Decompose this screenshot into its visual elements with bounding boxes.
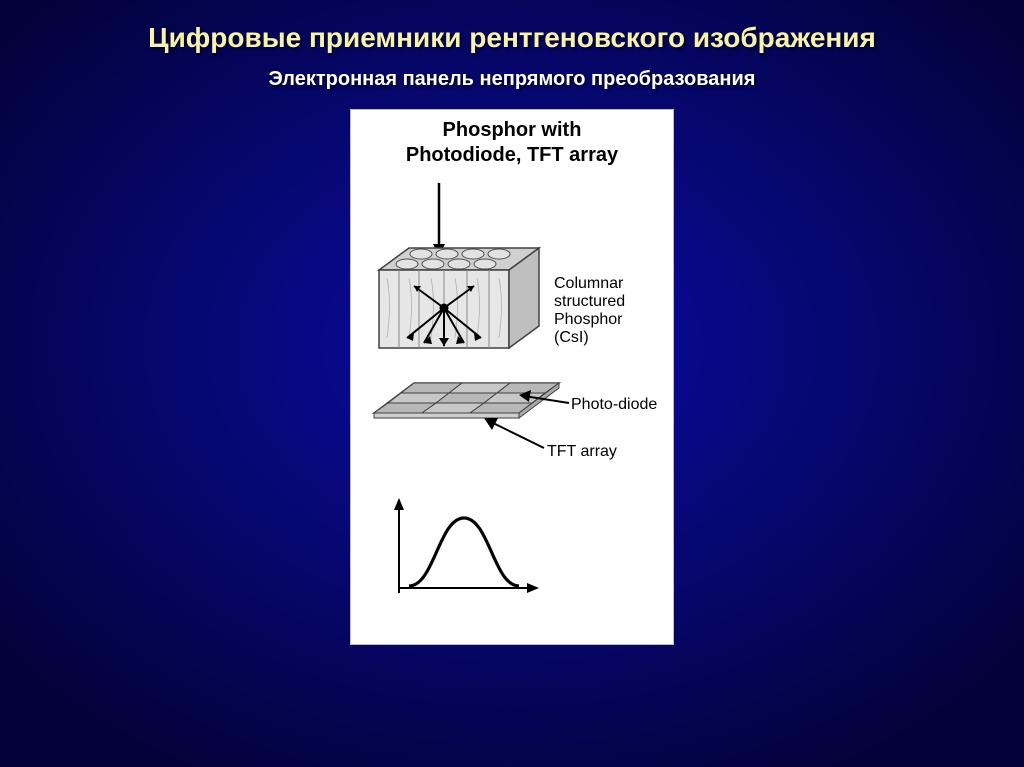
diagram-title: Phosphor with Photodiode, TFT array	[359, 118, 665, 168]
tft-arrow-icon	[484, 418, 544, 448]
response-graph	[394, 498, 539, 593]
diagram-svg: Columnar structured Phosphor (CsI)	[359, 178, 665, 618]
tft-label: TFT array	[547, 443, 617, 460]
incoming-arrow-icon	[433, 183, 445, 256]
diagram-title-line1: Phosphor with	[443, 119, 582, 141]
phosphor-block	[379, 248, 539, 348]
gaussian-curve	[409, 518, 519, 586]
photodiode-label: Photo-diode	[571, 396, 657, 413]
slide-subtitle: Электронная панель непрямого преобразова…	[0, 68, 1024, 91]
detector-plate	[374, 383, 559, 418]
diagram-title-line2: Photodiode, TFT array	[406, 144, 618, 166]
slide: Цифровые приемники рентгеновского изобра…	[0, 0, 1024, 767]
phosphor-label: Columnar structured Phosphor (CsI)	[554, 275, 630, 346]
slide-title: Цифровые приемники рентгеновского изобра…	[0, 22, 1024, 54]
diagram-panel: Phosphor with Photodiode, TFT array	[350, 109, 674, 645]
